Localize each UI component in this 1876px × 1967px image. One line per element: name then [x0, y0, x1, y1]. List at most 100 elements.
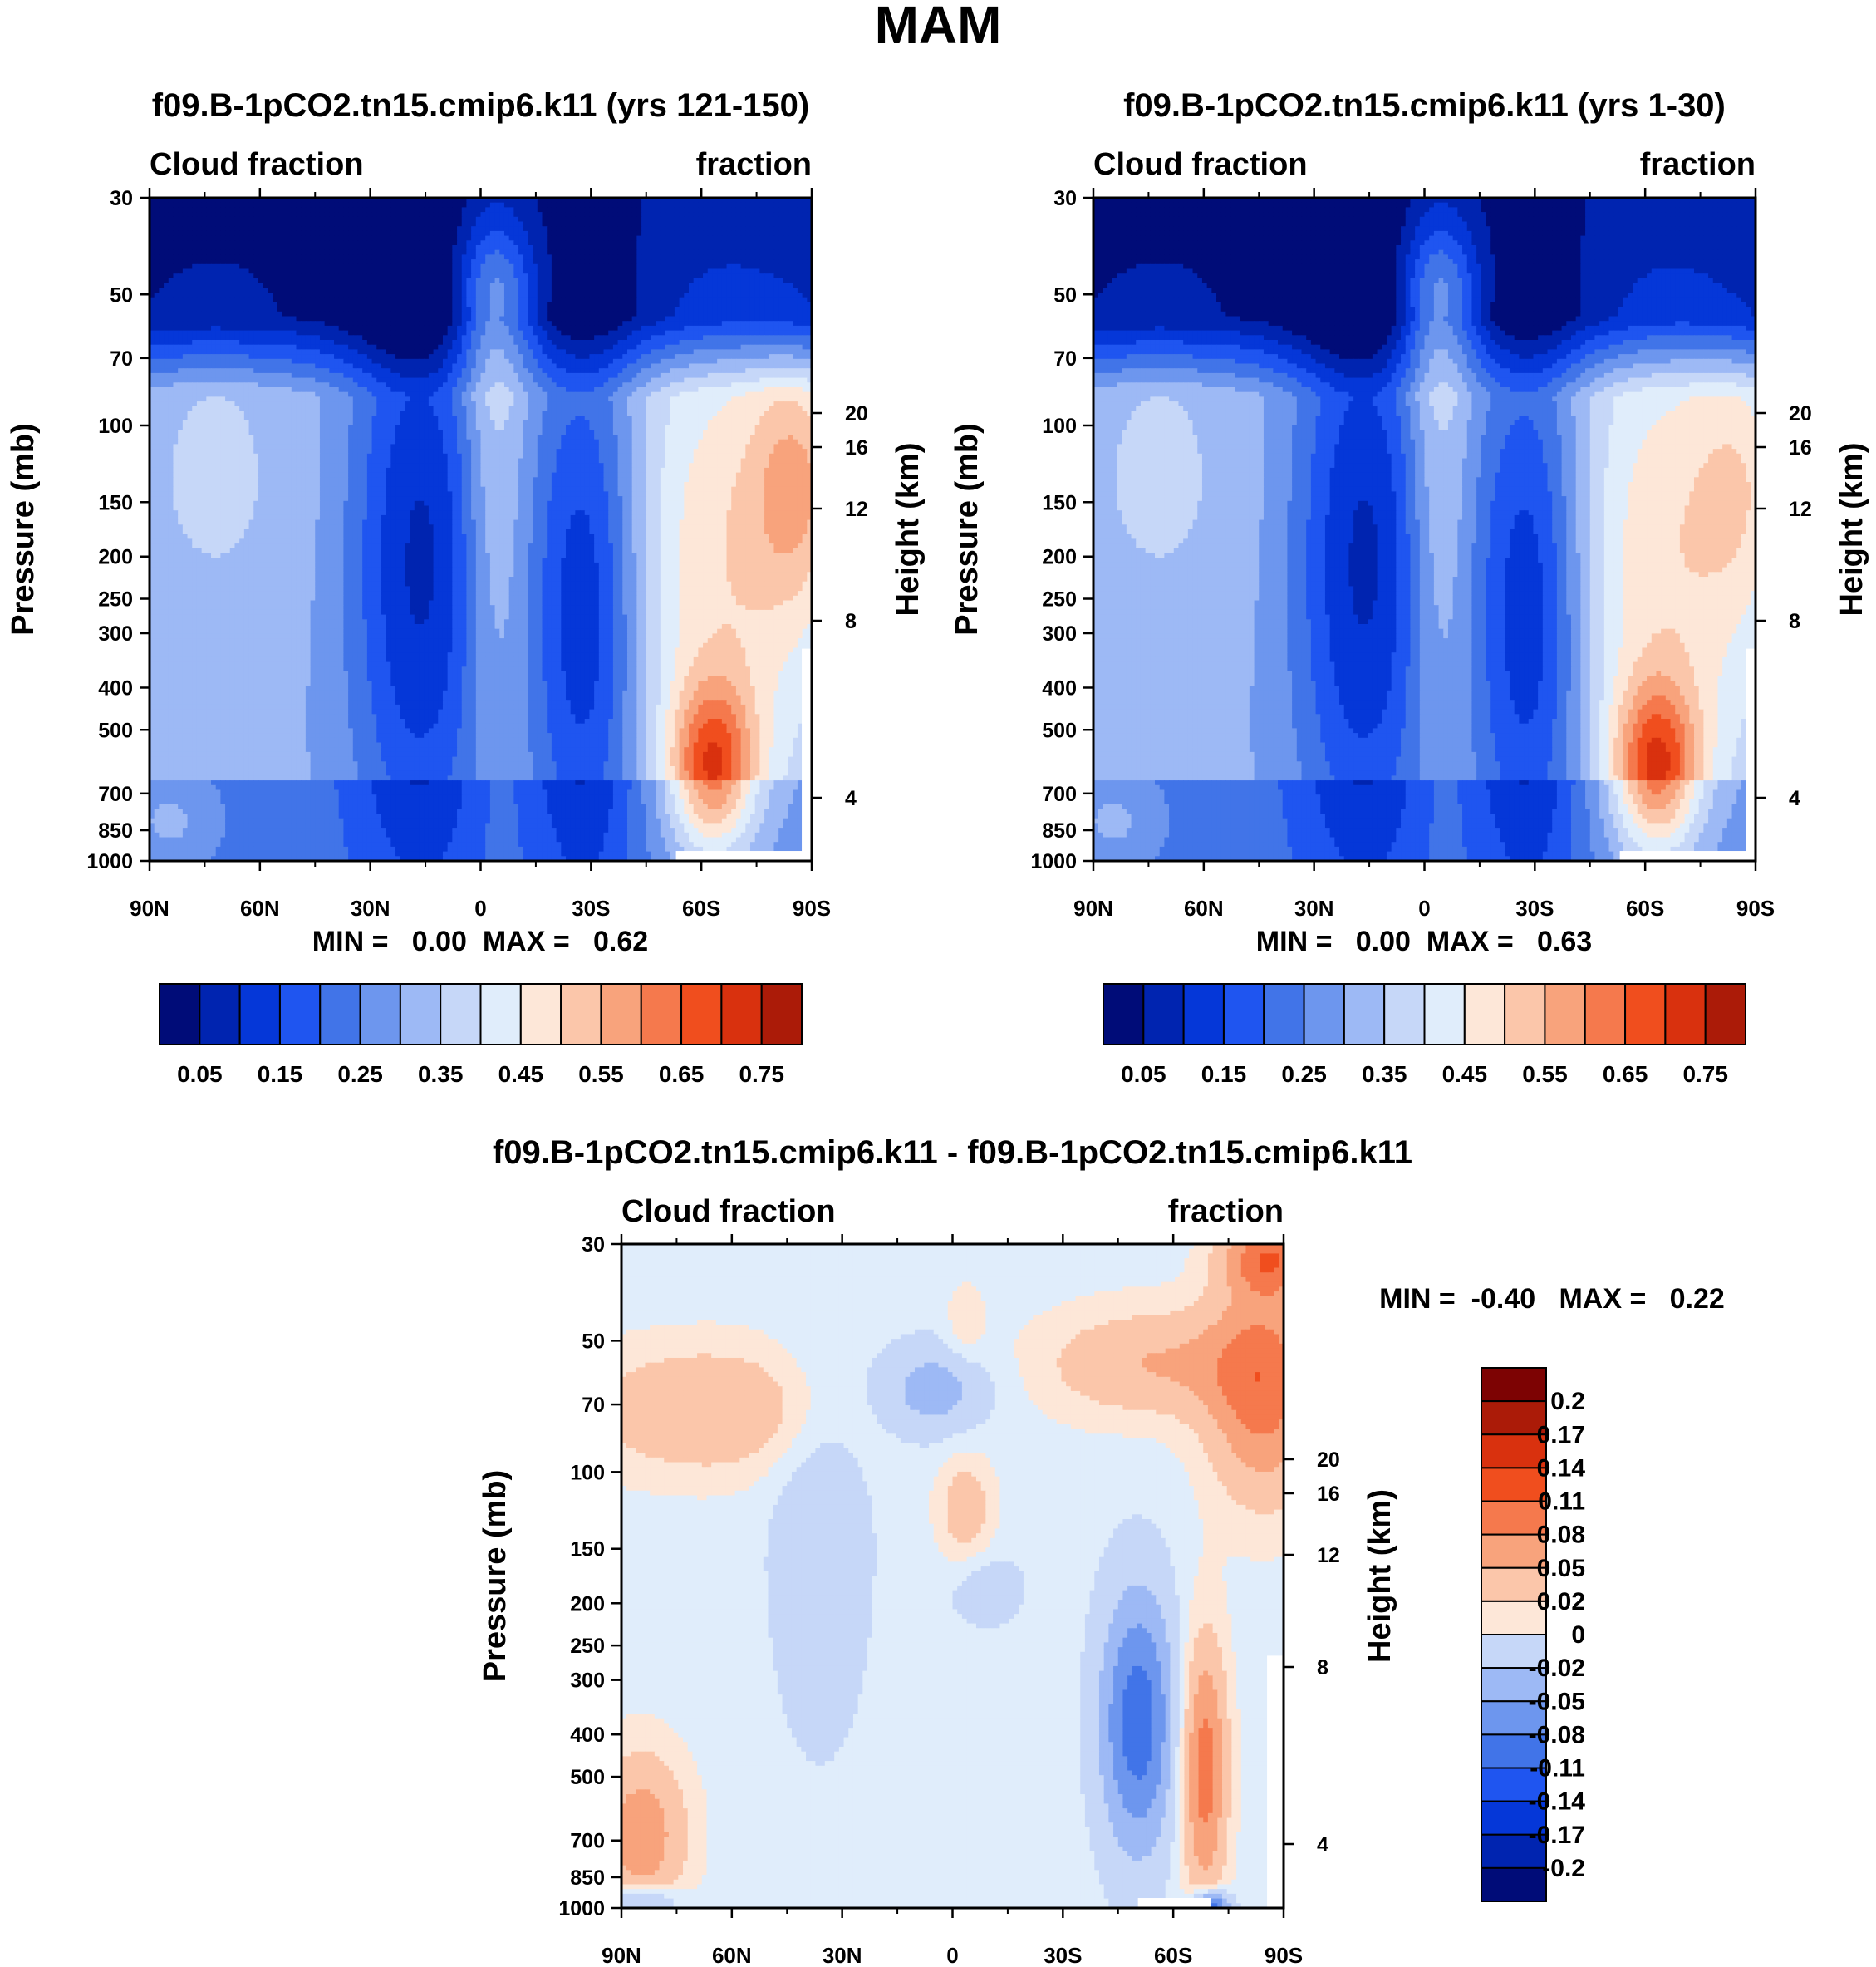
colorbar-box — [238, 983, 281, 1045]
colorbar-box — [1624, 983, 1667, 1045]
y2-tick-label: 16 — [845, 436, 868, 460]
colorbar-label: -0.17 — [1529, 1822, 1585, 1849]
y2-tick-label: 4 — [845, 787, 857, 810]
y2-tick-label: 12 — [1789, 498, 1812, 521]
colorbar-box — [680, 983, 723, 1045]
x-tick-label: 90N — [130, 896, 169, 921]
x-tick-label: 90S — [793, 896, 831, 921]
colorbar-box — [199, 983, 241, 1045]
y-tick-label: 850 — [570, 1866, 605, 1890]
y-tick-label: 50 — [110, 283, 133, 307]
colorbar-label: 0.65 — [659, 1061, 705, 1087]
y2-tick-label: 12 — [845, 498, 868, 521]
colorbar-box — [1704, 983, 1746, 1045]
y-tick-label: 500 — [1042, 719, 1077, 742]
colorbar-label: 0.35 — [418, 1061, 464, 1087]
colorbar-box — [359, 983, 401, 1045]
colorbar-label: 0.17 — [1537, 1421, 1585, 1448]
colorbar-box — [278, 983, 322, 1045]
colorbar-label: -0.2 — [1542, 1855, 1585, 1882]
y-tick-label: 30 — [1053, 187, 1077, 210]
x-tick-label: 0 — [474, 896, 486, 921]
colorbar-box — [1504, 983, 1546, 1045]
y-tick-label: 300 — [1042, 622, 1077, 646]
y-tick-label: 400 — [570, 1724, 605, 1747]
x-tick-label: 90N — [1073, 896, 1113, 921]
units-label: fraction — [1640, 147, 1756, 182]
colorbar-box — [1481, 1400, 1547, 1436]
colorbar-label: 0.55 — [1522, 1061, 1568, 1087]
y2-tick-label: 16 — [1317, 1483, 1340, 1506]
colorbar-box — [1481, 1767, 1547, 1802]
y-tick-label: 850 — [1042, 819, 1077, 843]
x-tick-label: 0 — [946, 1943, 958, 1967]
y-tick-label: 100 — [570, 1461, 605, 1484]
colorbar-box — [1544, 983, 1586, 1045]
y-tick-label: 500 — [570, 1766, 605, 1789]
y-tick-label: 200 — [1042, 546, 1077, 569]
x-tick-label: 90S — [1265, 1943, 1303, 1967]
colorbar: 0.2 0.17 0.14 0.11 0.08 0.05 0.02 0 -0.02 -0.05 -0… — [1481, 1367, 1586, 1902]
y-tick-label: 500 — [98, 719, 133, 742]
y-tick-label: 1000 — [1030, 850, 1077, 873]
colorbar: 0.05 0.15 0.25 0.35 0.45 0.55 0.65 0.75 — [1103, 983, 1746, 1087]
x-tick-label: 30N — [1294, 896, 1334, 921]
colorbar-box — [1383, 983, 1426, 1045]
colorbar-box — [440, 983, 482, 1045]
colorbar-box — [1481, 1467, 1547, 1502]
colorbar-label: -0.02 — [1529, 1655, 1585, 1682]
y2-tick-label: 4 — [1789, 787, 1800, 810]
y2-tick-label: 8 — [845, 610, 857, 633]
variable-label: Cloud fraction — [621, 1194, 836, 1229]
colorbar-box — [319, 983, 361, 1045]
colorbar-box — [1182, 983, 1225, 1045]
x-tick-label: 0 — [1418, 896, 1430, 921]
colorbar-box — [1463, 983, 1506, 1045]
colorbar-label: 0.14 — [1537, 1454, 1586, 1482]
y-tick-label: 300 — [98, 622, 133, 646]
colorbar-box — [519, 983, 562, 1045]
colorbar-label: 0.25 — [337, 1061, 383, 1087]
colorbar-label: 0.2 — [1550, 1388, 1585, 1415]
colorbar-label: 0.15 — [1201, 1061, 1247, 1087]
colorbar-box — [159, 983, 201, 1045]
colorbar-label: 0.65 — [1603, 1061, 1648, 1087]
y-tick-label: 50 — [582, 1330, 605, 1353]
colorbar-box — [1481, 1367, 1547, 1403]
y-tick-label: 250 — [1042, 588, 1077, 612]
panel-p1: f09.B-1pCO2.tn15.cmip6.k11 (yrs 121-150)… — [6, 87, 926, 1087]
x-tick-label: 30S — [572, 896, 610, 921]
colorbar: 0.05 0.15 0.25 0.35 0.45 0.55 0.65 0.75 — [159, 983, 803, 1087]
y-tick-label: 400 — [98, 676, 133, 700]
y-tick-label: 30 — [110, 187, 133, 210]
min-max-stats: MIN = 0.00 MAX = 0.62 — [312, 926, 648, 957]
y2-axis-label: Height (km) — [1363, 1489, 1397, 1663]
y2-axis-label: Height (km) — [891, 443, 926, 617]
colorbar-box — [1481, 1667, 1547, 1703]
y-tick-label: 250 — [98, 588, 133, 612]
colorbar-box — [1481, 1700, 1547, 1736]
missing-data-patch — [675, 851, 809, 861]
y-tick-label: 400 — [1042, 676, 1077, 700]
colorbar-box — [1481, 1634, 1547, 1669]
page-title: MAM — [875, 0, 1002, 55]
y-tick-label: 70 — [1053, 347, 1077, 371]
y-tick-label: 1000 — [86, 850, 133, 873]
y2-tick-label: 4 — [1317, 1833, 1328, 1856]
y-tick-label: 200 — [98, 546, 133, 569]
x-tick-label: 90N — [602, 1943, 641, 1967]
y-tick-label: 700 — [1042, 783, 1077, 806]
colorbar-label: 0.11 — [1538, 1488, 1585, 1516]
colorbar-box — [1481, 1533, 1547, 1569]
colorbar-label: 0.75 — [1682, 1061, 1728, 1087]
x-tick-label: 60N — [240, 896, 280, 921]
y-tick-label: 30 — [582, 1233, 605, 1256]
colorbar-box — [1481, 1566, 1547, 1602]
colorbar-box — [1142, 983, 1185, 1045]
colorbar-label: 0 — [1571, 1621, 1585, 1649]
units-label: fraction — [1168, 1194, 1284, 1229]
y2-tick-label: 20 — [845, 402, 868, 425]
colorbar-label: 0.35 — [1362, 1061, 1407, 1087]
x-tick-label: 60S — [1154, 1943, 1192, 1967]
